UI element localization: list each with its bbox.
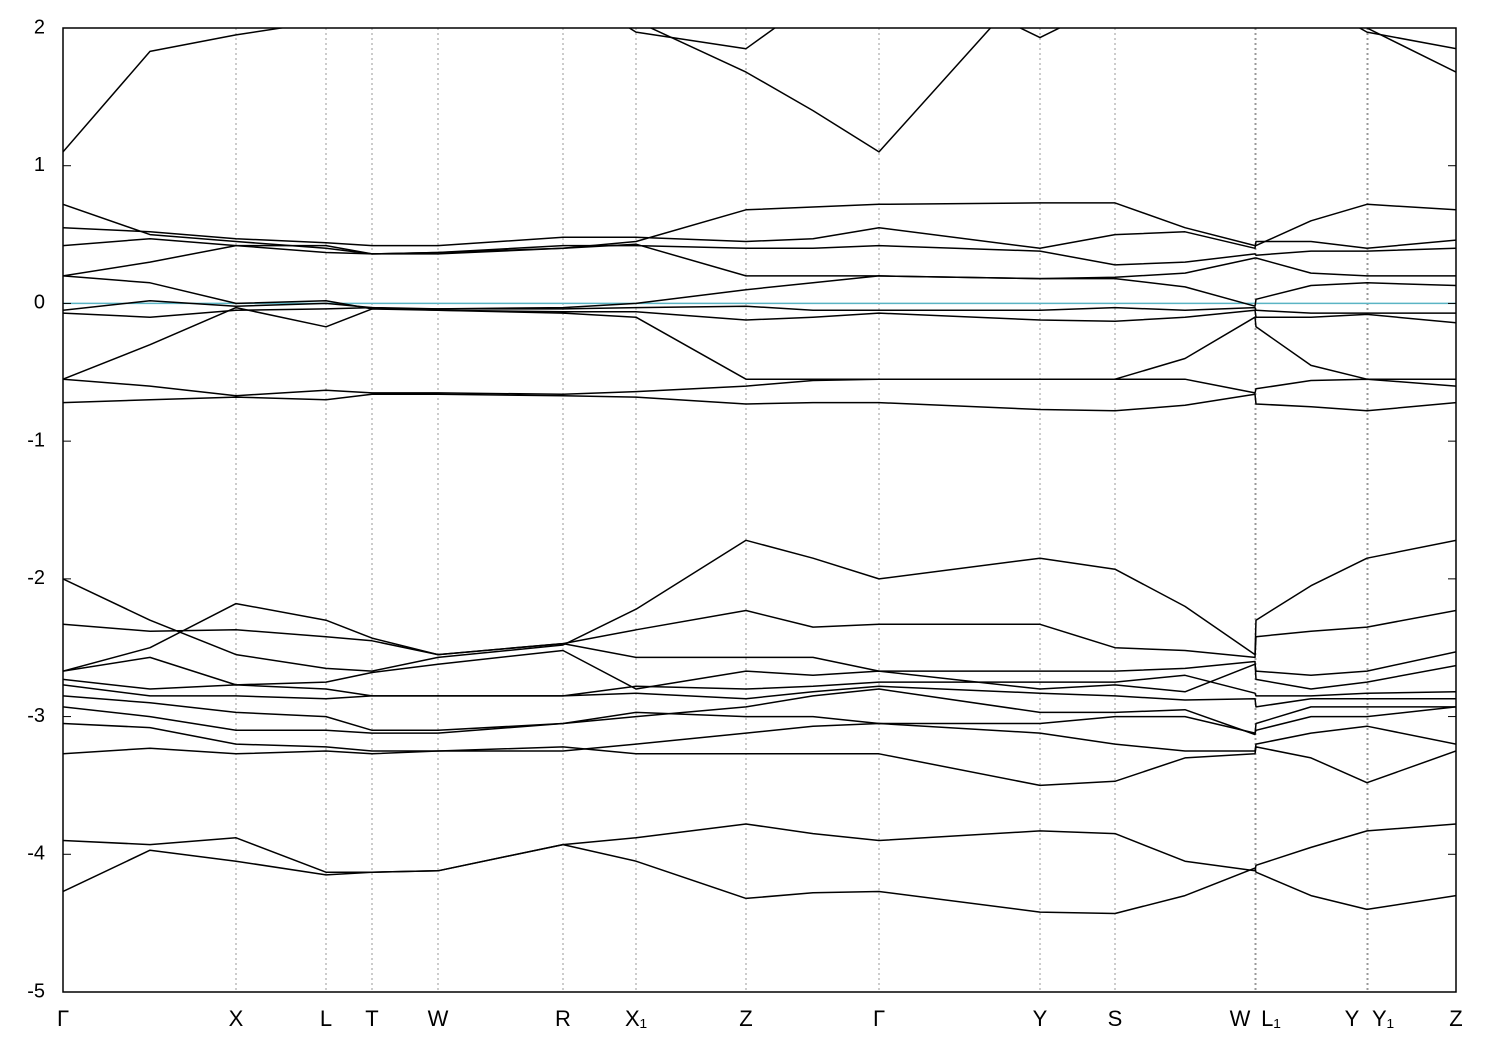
x-tick-label: X₁ (625, 1006, 647, 1031)
axes: -5 -4 -3 -2 -1 0 1 2 Γ X L T W R X₁ Z Γ Y S W L₁ Y Y₁ Z (27, 16, 1463, 1031)
band (63, 275, 1456, 310)
band (63, 299, 1456, 314)
band (63, 243, 1456, 280)
plot-frame (62, 27, 1457, 993)
band (63, 306, 1456, 324)
x-tick-label: Y₁ (1372, 1006, 1394, 1031)
band (63, 378, 1456, 397)
y-tick-label: -1 (27, 429, 45, 451)
x-tick-label: X (229, 1006, 244, 1031)
y-tick-label: -4 (27, 843, 45, 865)
x-tick-label: Y (1345, 1006, 1360, 1031)
band (63, 237, 1456, 266)
y-tick-label: -2 (27, 567, 45, 589)
band (63, 306, 1456, 380)
band (63, 609, 1456, 659)
band (63, 226, 1456, 250)
y-tick-label: 2 (34, 16, 45, 38)
y-tick-label: 0 (34, 292, 45, 314)
band (63, 28, 1456, 153)
x-tick-label: Z (739, 1006, 752, 1031)
x-tick-label: Γ (873, 1006, 885, 1031)
x-tick-label: W (1230, 1006, 1251, 1031)
bands (63, 28, 1456, 915)
band (63, 706, 1456, 734)
band (63, 688, 1456, 736)
x-tick-label: Z (1449, 1006, 1462, 1031)
band (63, 684, 1456, 708)
y-tick-label: -3 (27, 705, 45, 727)
band (63, 746, 1456, 787)
x-tick-label: W (428, 1006, 449, 1031)
y-tick-label: 1 (34, 154, 45, 176)
band (63, 823, 1456, 873)
band (63, 674, 1456, 697)
band (63, 393, 1456, 412)
y-tick-label: -5 (27, 980, 45, 1002)
x-tick-label: Γ (57, 1006, 69, 1031)
band (63, 539, 1456, 672)
x-tick-label: T (365, 1006, 378, 1031)
band (63, 843, 1456, 915)
band (63, 602, 1456, 690)
x-tick-label: Y (1033, 1006, 1048, 1031)
x-tick-label: L₁ (1261, 1006, 1281, 1031)
x-tick-label: R (555, 1006, 571, 1031)
x-tick-label: L (320, 1006, 332, 1031)
band (63, 722, 1456, 752)
x-tick-label: S (1108, 1006, 1123, 1031)
